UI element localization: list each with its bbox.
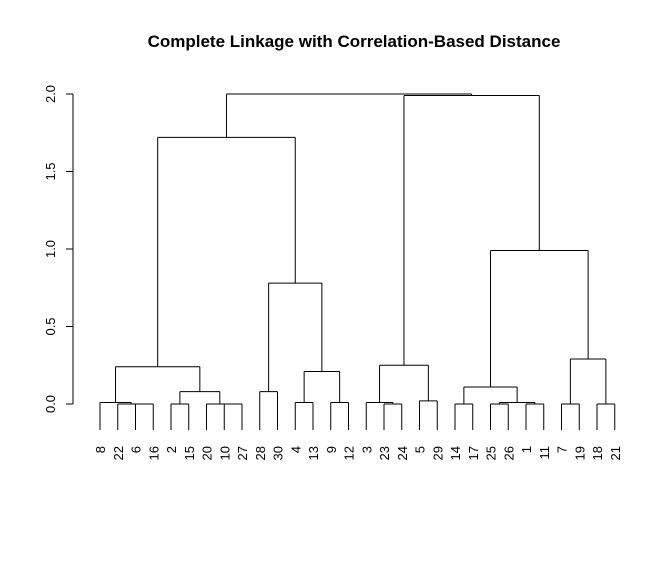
leaf-label: 22 xyxy=(111,446,126,460)
leaf-labels: 8 22 6 16 2 15 20 10 27 28 30 4 13 9 12 3 23 24 5 29 14 17 25 2… xyxy=(93,446,623,460)
leaf-label: 20 xyxy=(200,446,215,460)
leaf-label: 13 xyxy=(306,446,321,460)
leaf-label: 10 xyxy=(217,446,232,460)
leaf-label: 19 xyxy=(572,446,587,460)
leaf-label: 18 xyxy=(590,446,605,460)
leaf-label: 28 xyxy=(253,446,268,460)
leaf-label: 26 xyxy=(501,446,516,460)
leaf-label: 8 xyxy=(93,446,108,453)
leaf-label: 6 xyxy=(129,446,144,453)
leaf-label: 11 xyxy=(537,446,552,460)
leaf-label: 23 xyxy=(377,446,392,460)
y-axis: 0.0 0.5 1.0 1.5 2.0 xyxy=(43,85,74,413)
leaf-label: 5 xyxy=(413,446,428,453)
leaf-label: 24 xyxy=(395,446,410,460)
leaf-label: 4 xyxy=(288,446,303,453)
leaf-label: 29 xyxy=(430,446,445,460)
leaf-label: 9 xyxy=(324,446,339,453)
leaf-label: 21 xyxy=(608,446,623,460)
y-tick-label: 0.5 xyxy=(43,317,58,335)
leaf-label: 17 xyxy=(466,446,481,460)
y-tick-label: 0.0 xyxy=(43,395,58,413)
leaf-label: 25 xyxy=(484,446,499,460)
y-tick-label: 2.0 xyxy=(43,85,58,103)
leaf-label: 15 xyxy=(182,446,197,460)
y-tick-label: 1.5 xyxy=(43,162,58,180)
leaf-label: 12 xyxy=(342,446,357,460)
leaf-label: 7 xyxy=(555,446,570,453)
leaf-label: 16 xyxy=(146,446,161,460)
y-tick-label: 1.0 xyxy=(43,240,58,258)
leaf-label: 2 xyxy=(164,446,179,453)
leaf-label: 30 xyxy=(271,446,286,460)
leaf-label: 14 xyxy=(448,446,463,460)
leaf-label: 3 xyxy=(359,446,374,453)
dendrogram-branches xyxy=(99,93,616,430)
leaf-label: 27 xyxy=(235,446,250,460)
leaf-label: 1 xyxy=(519,446,534,453)
chart-title: Complete Linkage with Correlation-Based … xyxy=(148,32,561,51)
